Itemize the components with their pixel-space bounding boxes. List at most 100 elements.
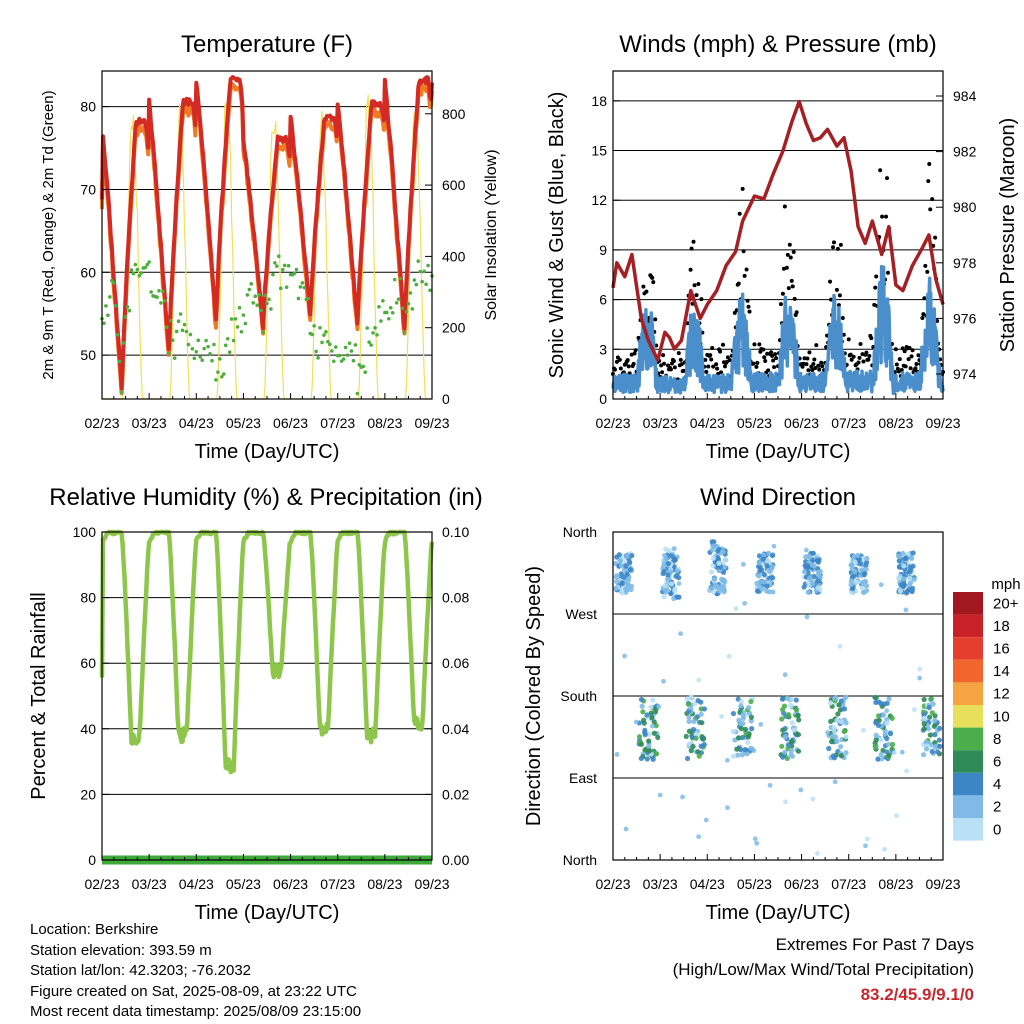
dewpoint-point (263, 293, 267, 298)
temp-tick-label-2: 70 (80, 181, 96, 197)
direction-point (827, 700, 833, 706)
direction-point (843, 734, 849, 740)
direction-point (771, 543, 777, 549)
direction-point (801, 584, 807, 590)
direction-point (934, 749, 941, 755)
gust-point (778, 302, 783, 307)
temp-xtick-label-7: 09/23 (414, 415, 449, 431)
direction-point (810, 581, 816, 587)
dewpoint-point (392, 277, 397, 282)
gust-point (769, 350, 774, 355)
wind-tick-label-6: 18 (591, 93, 607, 109)
gust-point (899, 368, 904, 373)
temperature-x-label: Time (Day/UTC) (195, 441, 340, 463)
direction-point (788, 751, 794, 758)
direction-point (698, 711, 704, 717)
dewpoint-point (322, 333, 326, 337)
dewpoint-point (214, 378, 218, 382)
winds-x-ticks: 02/23 03/23 04/23 05/23 06/23 07/23 08/23 09/23 (595, 393, 961, 431)
dewpoint-point (157, 288, 161, 293)
humidity-series (99, 529, 435, 865)
gust-point (766, 368, 771, 373)
direction-point (639, 703, 645, 709)
dewpoint-point (261, 330, 265, 335)
direction-point (807, 575, 813, 581)
direction-point (909, 555, 915, 561)
direction-point (897, 588, 904, 594)
gust-point (650, 275, 655, 280)
temperature-series (100, 75, 434, 400)
direction-point (788, 702, 794, 709)
temperature-left-ticks: 50 60 70 80 (80, 99, 109, 363)
direction-point (649, 715, 655, 721)
direction-point (651, 719, 657, 725)
direction-point (688, 705, 694, 711)
direction-point (788, 696, 795, 702)
dewpoint-point (365, 326, 369, 330)
direction-point (764, 588, 770, 594)
dewpoint-point (379, 319, 383, 323)
temp-tick-label-1: 60 (80, 264, 96, 280)
gust-point (925, 269, 930, 274)
rh-xtick-label-4: 06/23 (273, 876, 308, 892)
direction-point (834, 717, 840, 723)
dewpoint-point (306, 296, 311, 301)
direction-point (898, 582, 904, 588)
dewpoint-point (390, 311, 395, 315)
dewpoint-point (172, 356, 177, 360)
colorbar-label-9: 2 (993, 799, 1001, 816)
dewpoint-point (278, 286, 283, 291)
direction-point (696, 834, 702, 840)
colorbar-label-5: 10 (993, 708, 1010, 725)
dewpoint-point (223, 343, 228, 348)
gust-point (612, 367, 617, 372)
direction-point (884, 735, 890, 742)
dewpoint-point (241, 313, 246, 317)
gust-point (662, 361, 667, 366)
direction-point (816, 569, 822, 575)
dewpoint-point (178, 312, 183, 316)
dewpoint-point (176, 319, 181, 323)
dewpoint-point (343, 345, 348, 350)
gust-point (671, 359, 676, 364)
direction-point (686, 714, 692, 720)
colorbar-label-3: 14 (993, 663, 1010, 680)
dewpoint-point (196, 338, 201, 343)
direction-point (789, 738, 795, 744)
rh-tick-label-1: 20 (80, 786, 96, 802)
direction-point (742, 747, 748, 753)
gust-point (922, 296, 927, 301)
direction-point (624, 553, 630, 559)
gust-point (614, 359, 619, 364)
humidity-y-label: Percent & Total Rainfall (28, 592, 50, 800)
wind-xtick-label-7: 09/23 (925, 415, 960, 431)
dewpoint-point (210, 358, 214, 363)
direction-point (663, 556, 669, 562)
direction-point (719, 576, 725, 582)
direction-point (803, 547, 809, 553)
direction-point (770, 589, 776, 595)
gust-point (846, 337, 851, 342)
direction-point (638, 741, 645, 747)
temp-2m-line (100, 75, 434, 391)
direction-point (911, 576, 917, 582)
rh-xtick-label-3: 05/23 (226, 876, 261, 892)
direction-point (757, 584, 763, 590)
dewpoint-point (180, 328, 185, 333)
dewpoint-point (286, 263, 291, 268)
direction-point (882, 731, 888, 737)
direction-point (779, 716, 785, 722)
direction-point (619, 590, 625, 596)
dewpoint-point (145, 262, 149, 267)
dewpoint-point (135, 267, 140, 272)
gust-point (816, 363, 821, 368)
direction-point (764, 583, 770, 589)
direction-point (684, 696, 690, 702)
gust-point (902, 349, 907, 354)
direction-point (907, 575, 913, 581)
direction-point (649, 723, 655, 729)
direction-point (783, 799, 788, 805)
direction-point (720, 585, 726, 592)
dir-tick-label-0: North (563, 852, 597, 868)
